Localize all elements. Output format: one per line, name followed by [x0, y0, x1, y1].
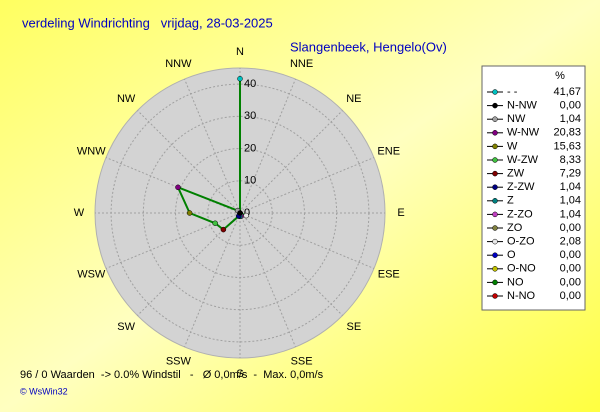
legend-name: Z: [507, 195, 514, 207]
legend-name: ZO: [507, 222, 523, 234]
legend-marker: [492, 130, 498, 136]
legend-value: 0,00: [560, 249, 581, 261]
legend-marker: [492, 211, 498, 218]
direction-label: E: [397, 207, 404, 219]
legend-marker: [492, 102, 498, 109]
legend-value: 1,04: [560, 181, 581, 193]
r-tick-label: 0: [244, 207, 250, 219]
legend-marker: [492, 238, 498, 245]
r-tick-label: 20: [244, 142, 256, 154]
legend-marker: [492, 143, 498, 150]
r-tick-label: 10: [244, 175, 256, 187]
spoke: [239, 110, 343, 214]
legend-value: 0,00: [560, 290, 581, 302]
direction-label: NE: [346, 93, 361, 105]
legend-value: 2,08: [560, 236, 581, 248]
spoke: [184, 78, 241, 214]
spoke: [137, 110, 241, 214]
r-tick-label: 30: [244, 110, 256, 122]
legend-value: 0,00: [560, 222, 581, 234]
point: [212, 220, 218, 227]
legend-name: W: [507, 140, 518, 152]
legend-value: 20,83: [553, 127, 581, 139]
legend-name: N-NW: [507, 100, 538, 112]
legend-marker: [492, 184, 498, 190]
spoke: [239, 157, 375, 214]
direction-label: N: [236, 46, 244, 58]
legend-name: O-NO: [507, 263, 536, 275]
legend-box: [481, 65, 586, 311]
legend-name: O-ZO: [507, 236, 535, 248]
footer: 96 / 0 Waarden -> 0.0% Windstil - Ø 0,0m…: [20, 369, 324, 381]
legend-marker: [492, 157, 498, 163]
point: [243, 212, 249, 219]
legend-marker: [492, 116, 498, 122]
point: [175, 184, 181, 191]
legend-name: O: [507, 249, 516, 261]
spoke: [239, 212, 343, 316]
direction-label: W: [74, 207, 85, 219]
legend-name: W-ZW: [507, 154, 539, 166]
legend-value: 1,04: [560, 195, 581, 207]
legend-name: NO: [507, 276, 524, 288]
direction-label: SW: [117, 321, 135, 333]
direction-label: ESE: [378, 269, 400, 281]
direction-label: SSW: [166, 356, 192, 368]
legend-value: 0,00: [560, 263, 581, 275]
legend-value: 1,04: [560, 113, 581, 125]
legend-marker: [492, 266, 498, 272]
legend-name: - -: [507, 86, 518, 98]
legend-marker: [492, 89, 498, 95]
legend-value: 41,67: [553, 86, 581, 98]
legend-value: 0,00: [560, 276, 581, 288]
direction-label: WNW: [77, 145, 106, 157]
legend-marker: [492, 225, 498, 231]
direction-label: WSW: [77, 269, 106, 281]
direction-label: SE: [347, 321, 362, 333]
spoke: [239, 212, 296, 348]
chart-subtitle: Slangenbeek, Hengelo(Ov): [290, 39, 447, 54]
r-tick-label: 40: [244, 78, 256, 90]
direction-label: NNE: [290, 58, 313, 70]
legend-name: N-NO: [507, 290, 536, 302]
legend-name: W-NW: [507, 127, 540, 139]
spoke: [239, 212, 375, 269]
chart-title: verdeling Windrichting vrijdag, 28-03-20…: [22, 15, 273, 30]
legend-header: %: [555, 70, 565, 82]
point: [237, 210, 243, 216]
point: [237, 75, 243, 82]
legend-name: Z-ZW: [507, 181, 535, 193]
legend-marker: [492, 252, 498, 258]
direction-label: ENE: [377, 145, 400, 157]
legend-name: Z-ZO: [507, 208, 533, 220]
direction-label: NW: [117, 93, 136, 105]
legend-marker: [492, 293, 498, 299]
direction-label: S: [236, 368, 243, 380]
legend-value: 7,29: [560, 168, 581, 180]
direction-label: NNW: [165, 58, 192, 70]
spoke: [184, 212, 241, 348]
legend-marker: [492, 198, 498, 204]
copyright: © WsWin32: [20, 386, 68, 396]
spoke: [239, 78, 296, 214]
legend-marker: [492, 170, 498, 177]
legend-name: NW: [507, 113, 526, 125]
legend-value: 0,00: [560, 100, 581, 112]
legend-value: 1,04: [560, 208, 581, 220]
legend-name: ZW: [507, 168, 525, 180]
point: [220, 226, 227, 233]
point: [186, 210, 193, 216]
legend-value: 8,33: [560, 154, 581, 166]
legend-value: 15,63: [553, 140, 581, 152]
legend-marker: [492, 279, 498, 286]
direction-label: SSE: [291, 356, 313, 368]
